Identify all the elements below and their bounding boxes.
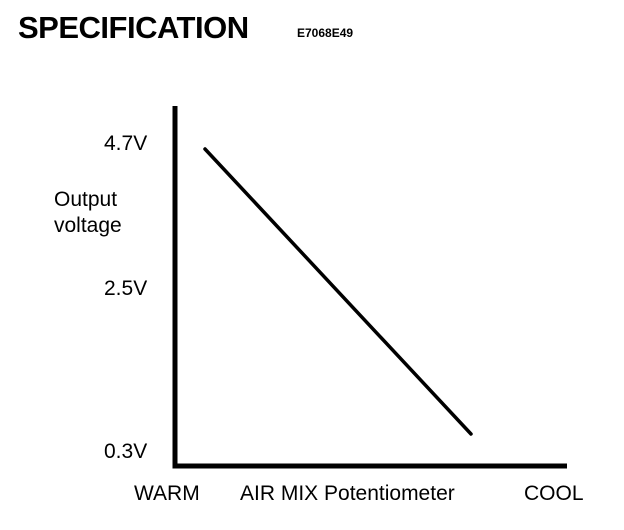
y-axis-label-line-1: Output [54, 188, 117, 211]
y-tick-label-bottom: 0.3V [104, 440, 147, 463]
y-axis-label-line-2: voltage [54, 214, 122, 237]
x-tick-label-warm: WARM [134, 482, 200, 505]
output-voltage-line [203, 147, 473, 436]
page-title: SPECIFICATION [18, 10, 249, 45]
document-code: E7068E49 [297, 26, 354, 40]
x-axis-label: AIR MIX Potentiometer [240, 482, 455, 505]
y-tick-label-top: 4.7V [104, 132, 147, 155]
y-tick-label-middle: 2.5V [104, 277, 147, 300]
x-tick-label-cool: COOL [524, 482, 584, 505]
